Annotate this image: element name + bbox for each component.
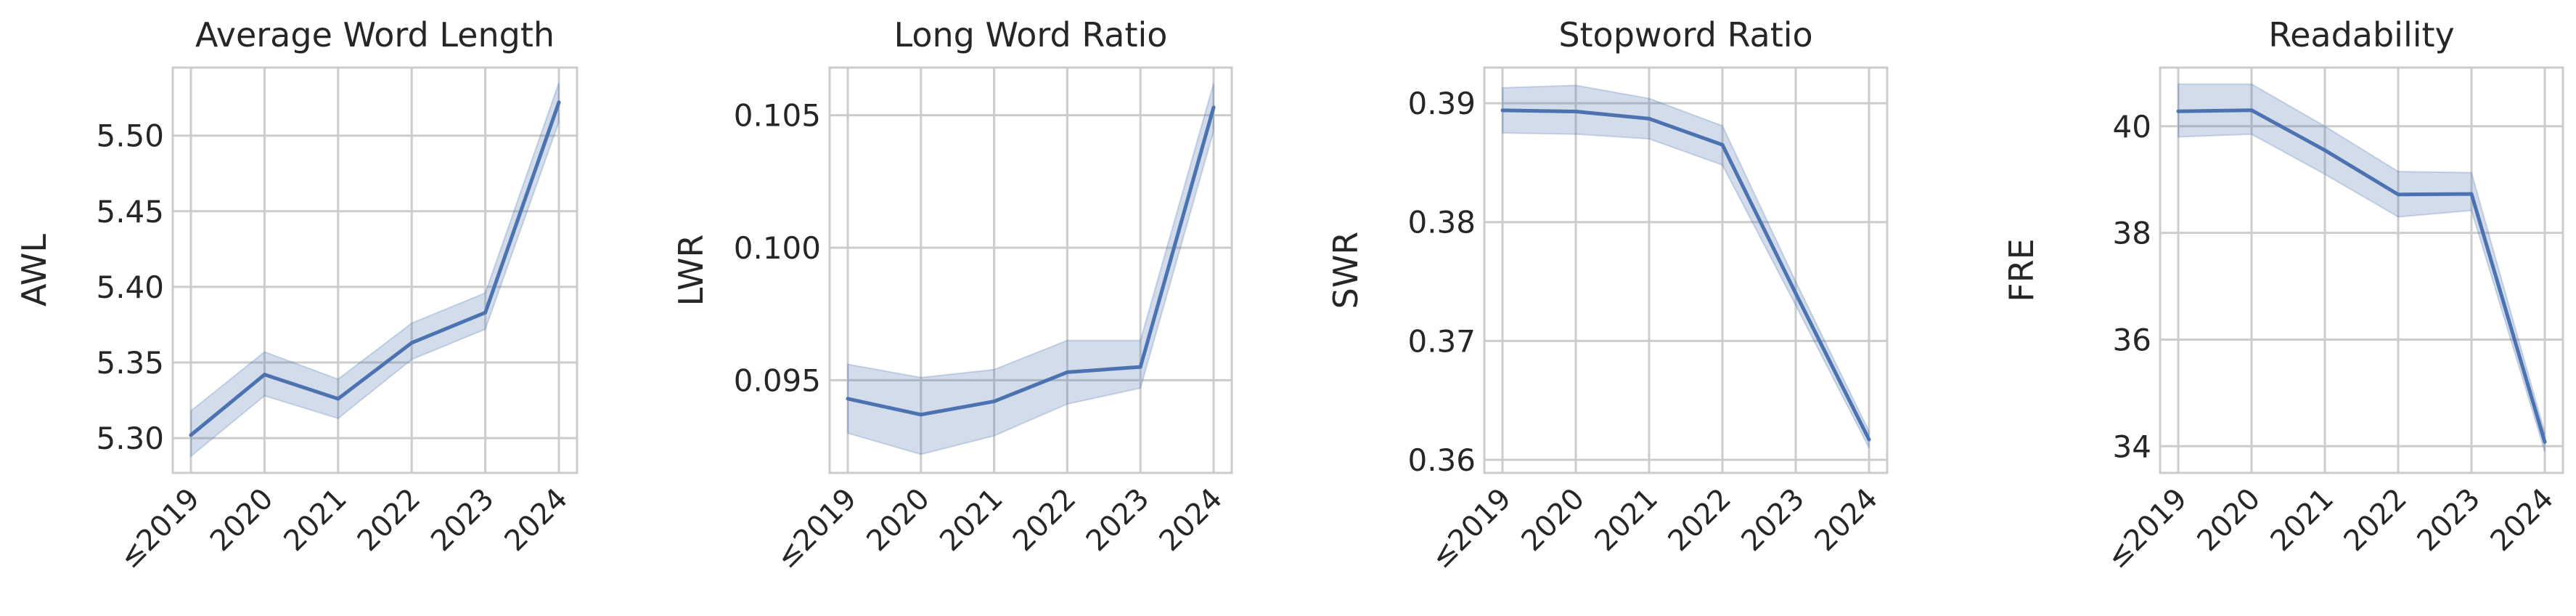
confidence-band (2178, 83, 2546, 452)
y-tick-label: 38 (2113, 216, 2151, 251)
x-tick-label: 2023 (1080, 482, 1156, 559)
x-tick-label: 2020 (2191, 482, 2268, 559)
x-tick-label: 2022 (1007, 482, 1083, 559)
y-axis-label: SWR (1326, 232, 1365, 309)
data-point (262, 373, 266, 377)
x-tick-label: ≤2019 (2101, 482, 2193, 575)
data-point (2396, 192, 2400, 197)
y-tick-label: 0.105 (734, 98, 821, 134)
y-axis-label: LWR (671, 235, 711, 307)
data-point (409, 341, 414, 345)
y-tick-label: 36 (2113, 322, 2151, 357)
chart-panel: 5.305.355.405.455.50≤2019202020212022202… (15, 15, 578, 575)
x-tick-label: 2022 (1662, 482, 1738, 559)
x-tick-label: 2021 (277, 482, 353, 559)
confidence-band (1502, 84, 1870, 449)
series-line (847, 107, 1216, 417)
series-line (1502, 108, 1871, 441)
data-point (336, 397, 340, 401)
x-tick-label: 2020 (204, 482, 280, 559)
data-point (1211, 105, 1216, 110)
x-tick-label: 2022 (2338, 482, 2414, 559)
data-point (2176, 109, 2180, 113)
chart-panel: 0.36 0.37 0.38 0.39 ≤20192020202120222023202… (1326, 15, 1889, 575)
data-point (1867, 437, 1871, 442)
x-tick-label: ≤2019 (1425, 482, 1518, 575)
data-point (2249, 108, 2254, 113)
chart-title: Stopword Ratio (1558, 15, 1812, 54)
chart-title: Readability (2268, 15, 2455, 54)
axes-frame (828, 66, 1233, 474)
series-line (189, 102, 561, 437)
x-tick-label: 2024 (2485, 482, 2561, 559)
y-tick-label: 40 (2113, 109, 2151, 145)
x-tick-label: 2021 (933, 482, 1010, 559)
y-tick-label: 0.39 (1407, 86, 1476, 121)
data-point (2543, 439, 2547, 444)
y-tick-label: 0.095 (734, 362, 821, 398)
data-point (557, 100, 561, 105)
x-tick-label: 2024 (1809, 482, 1885, 559)
y-tick-label: 5.45 (96, 194, 164, 230)
data-point (2323, 148, 2327, 153)
axes-frame (2159, 66, 2564, 474)
data-point (846, 397, 850, 401)
chart-title: Long Word Ratio (894, 15, 1168, 54)
y-tick-label: 0.100 (734, 230, 821, 266)
data-point (919, 413, 923, 417)
y-tick-label: 0.37 (1407, 323, 1476, 359)
confidence-band (847, 83, 1214, 455)
y-tick-label: 0.36 (1407, 442, 1476, 478)
x-tick-label: 2020 (860, 482, 936, 559)
x-tick-label: 2024 (499, 482, 575, 559)
axes-frame (171, 66, 578, 474)
data-point (1138, 365, 1142, 369)
chart-title: Average Word Length (195, 15, 555, 54)
data-point (483, 310, 488, 315)
x-tick-label: 2023 (2411, 482, 2487, 559)
axes-frame (1483, 66, 1889, 474)
data-point (1720, 142, 1725, 147)
y-tick-label: 5.50 (96, 118, 164, 154)
data-point (1647, 116, 1651, 121)
data-point (189, 433, 193, 437)
confidence-band (190, 82, 560, 458)
x-tick-label: ≤2019 (113, 482, 206, 575)
x-tick-label: ≤2019 (770, 482, 863, 575)
x-tick-label: 2024 (1153, 482, 1230, 559)
data-point (1500, 108, 1505, 113)
y-tick-label: 34 (2113, 429, 2151, 464)
y-tick-label: 5.30 (96, 421, 164, 456)
y-tick-label: 0.38 (1407, 205, 1476, 240)
data-point (1574, 110, 1578, 114)
x-tick-label: 2021 (1589, 482, 1665, 559)
y-axis-label: FRE (2002, 238, 2041, 302)
data-point (992, 400, 997, 404)
x-tick-label: 2022 (351, 482, 428, 559)
y-tick-label: 5.40 (96, 270, 164, 305)
y-axis-label: AWL (15, 234, 54, 307)
x-tick-label: 2023 (1735, 482, 1812, 559)
y-tick-label: 5.35 (96, 345, 164, 381)
data-point (1794, 291, 1798, 296)
chart-panel: 0.095 0.100 0.105 ≤201920202021202220232024… (671, 15, 1233, 575)
x-tick-label: 2020 (1516, 482, 1592, 559)
x-tick-label: 2023 (425, 482, 501, 559)
data-point (1065, 370, 1069, 374)
x-tick-label: 2021 (2265, 482, 2341, 559)
data-point (2469, 192, 2474, 196)
series-line (2178, 108, 2547, 443)
